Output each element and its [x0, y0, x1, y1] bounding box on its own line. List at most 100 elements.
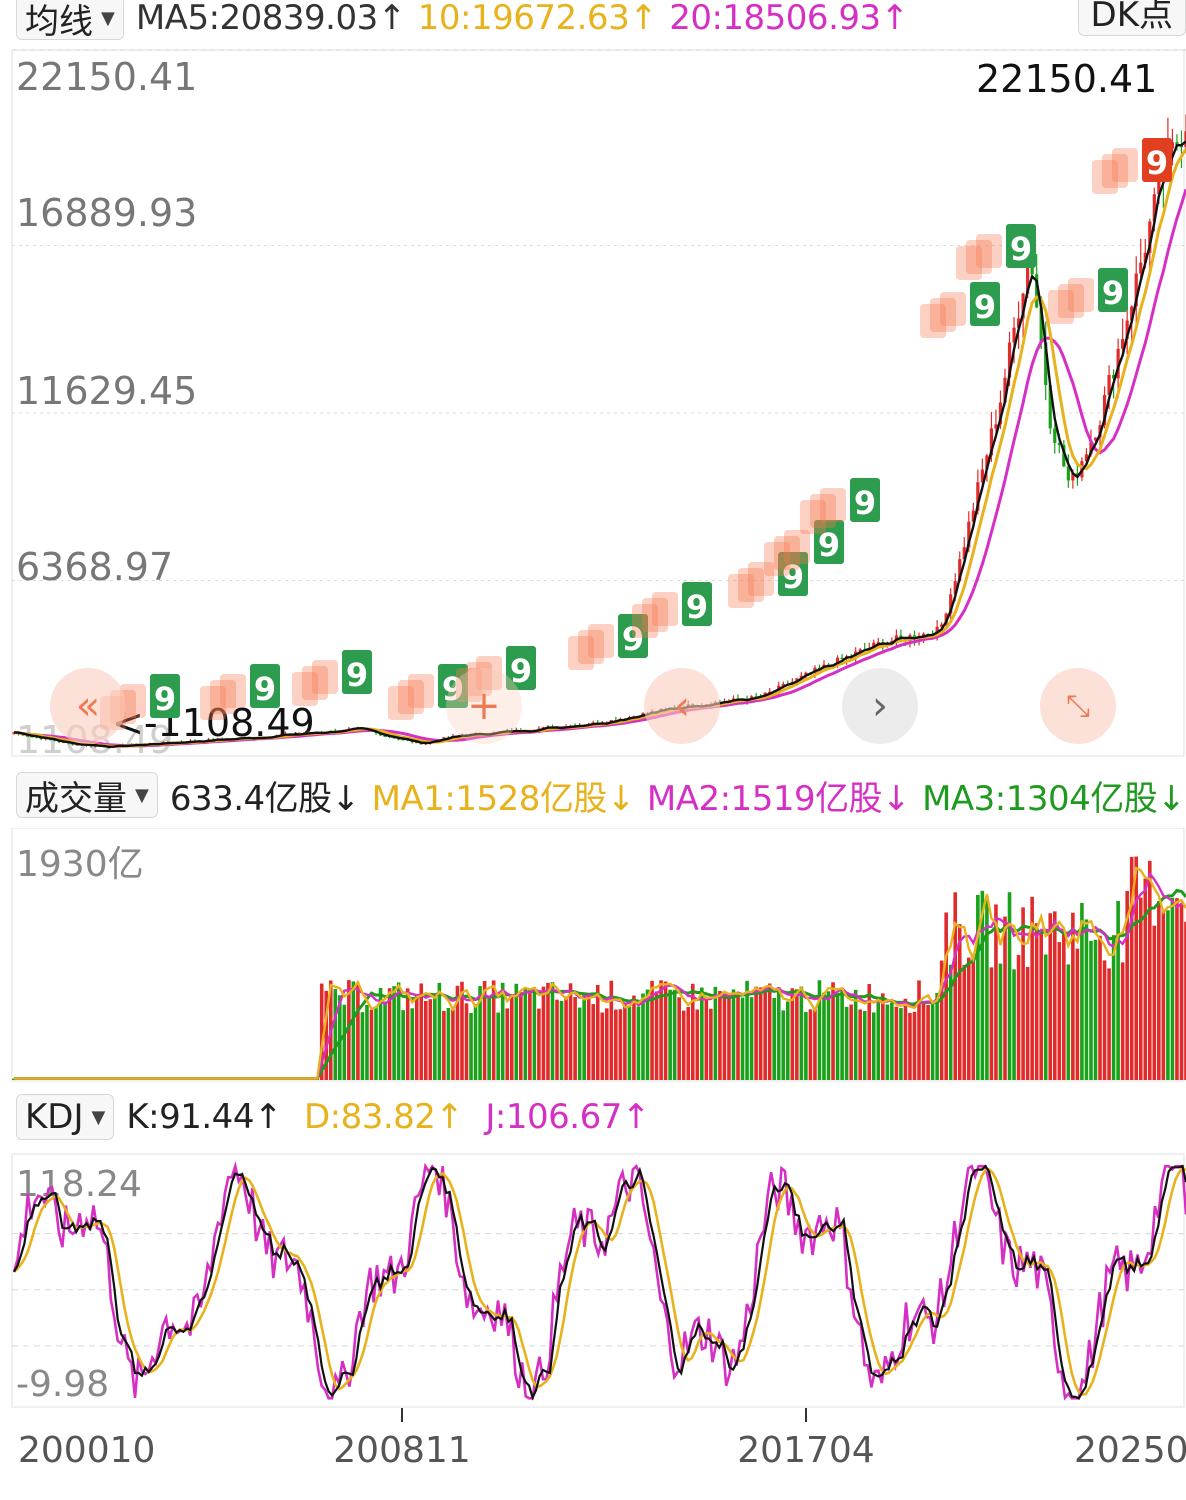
volume-bar	[1120, 962, 1125, 1080]
td-count-shadow	[764, 542, 790, 576]
kdj-selector[interactable]: KDJ ▼	[16, 1094, 115, 1140]
volume-bar	[641, 993, 645, 1080]
volume-bar	[519, 992, 523, 1080]
volume-bar	[338, 995, 342, 1080]
td-count-shadow	[774, 536, 800, 570]
volume-bar	[1021, 907, 1025, 1080]
volume-bar	[731, 989, 736, 1080]
candle-body	[1130, 306, 1134, 321]
candle-body	[1175, 142, 1179, 146]
ma-selector[interactable]: 均线 ▼	[16, 0, 124, 42]
volume-bar	[609, 980, 614, 1080]
candle-body	[890, 640, 894, 643]
td9-marker: 9	[1092, 138, 1172, 194]
td-count-shadow	[1092, 160, 1118, 194]
kdj-chart[interactable]: 118.24 -9.98 200010 200811 201704 20250	[0, 1150, 1186, 1500]
volume-bar	[944, 912, 948, 1080]
volume-bar	[460, 981, 464, 1080]
volume-bar	[695, 1009, 700, 1080]
td9-label: 9	[154, 680, 176, 718]
chevron-right-icon[interactable]: ›	[842, 668, 918, 744]
volume-bar	[433, 993, 437, 1080]
candle-body	[383, 735, 387, 737]
candle-body	[1016, 318, 1021, 328]
candle-body	[804, 672, 808, 676]
candle-body	[1143, 252, 1147, 263]
volume-bar	[1157, 901, 1161, 1080]
td-count-shadow	[820, 488, 846, 522]
candle-body	[1044, 342, 1048, 386]
volume-bar	[405, 988, 410, 1080]
kdj-k-line	[13, 1164, 1186, 1401]
expand-icon[interactable]: ⤡	[1040, 668, 1116, 744]
candle-body	[1057, 443, 1061, 445]
volume-selector[interactable]: 成交量 ▼	[16, 772, 158, 819]
volume-bar	[672, 989, 677, 1080]
crosshair-icon[interactable]: +	[446, 668, 522, 744]
volume-bar	[1089, 940, 1093, 1080]
td-count-shadow	[976, 234, 1002, 268]
volume-bar	[1016, 955, 1021, 1080]
td-count-shadow	[1102, 154, 1128, 188]
volume-bar	[1152, 925, 1157, 1080]
volume-bar	[681, 1010, 686, 1080]
volume-bar	[491, 980, 496, 1080]
candle-body	[976, 482, 980, 511]
td-count-shadow	[642, 598, 668, 632]
td-count-shadow	[1058, 284, 1084, 318]
volume-bar	[722, 997, 727, 1080]
volume-bar	[971, 954, 976, 1080]
candle-body	[953, 581, 957, 595]
volume-bar	[930, 1003, 935, 1080]
td-count-shadow	[1112, 148, 1138, 182]
volume-bar	[980, 890, 985, 1080]
volume-bar	[550, 981, 555, 1080]
td9-label: 9	[1146, 144, 1168, 182]
candle-body	[1125, 320, 1129, 339]
kdj-frame	[11, 1153, 1185, 1408]
volume-chart[interactable]: 1930亿	[0, 828, 1186, 1086]
candle-body	[967, 521, 971, 548]
volume-ma2: MA2:1519亿股↓	[646, 778, 911, 819]
td9-marker: 9	[292, 650, 372, 706]
volume-bar	[555, 999, 559, 1080]
td9-badge	[1142, 138, 1172, 182]
volume-bar	[953, 892, 958, 1080]
double-left-icon[interactable]: «	[50, 668, 126, 744]
candle-body	[1121, 338, 1125, 349]
volume-bar	[347, 980, 351, 1080]
volume-bar	[867, 984, 872, 1080]
candle-body	[1107, 374, 1111, 395]
volume-bar	[998, 963, 1003, 1080]
ma-selector-label: 均线	[25, 1, 93, 42]
td9-label: 9	[782, 558, 804, 596]
volume-bar	[881, 993, 885, 1080]
td9-marker: 9	[388, 664, 468, 720]
td-count-shadow	[632, 604, 658, 638]
candle-body	[1179, 145, 1184, 148]
volume-bar	[614, 1009, 618, 1080]
td-count-shadow	[930, 298, 956, 332]
dk-button[interactable]: DK点	[1077, 0, 1186, 36]
td-count-shadow	[568, 636, 594, 670]
candle-body	[876, 642, 880, 644]
volume-bar	[908, 1012, 912, 1080]
volume-bar	[962, 964, 967, 1080]
volume-bar	[1138, 897, 1143, 1080]
chevron-left-icon[interactable]: ‹	[644, 668, 720, 744]
volume-bar	[763, 986, 767, 1080]
volume-bar	[831, 982, 835, 1080]
td9-marker: 9	[456, 646, 536, 702]
td-count-shadow	[810, 494, 836, 528]
td9-badge	[850, 478, 880, 522]
td9-badge	[970, 282, 1000, 326]
volume-bar	[473, 1004, 478, 1080]
volume-bar	[387, 988, 392, 1080]
candle-body	[25, 735, 30, 737]
volume-bar	[396, 982, 401, 1080]
volume-bar	[804, 1011, 808, 1080]
volume-bar	[754, 986, 758, 1080]
price-chart[interactable]: 22150.4116889.9311629.456368.971108.4922…	[0, 48, 1186, 760]
volume-bar	[903, 998, 908, 1080]
candle-body	[1084, 454, 1089, 462]
